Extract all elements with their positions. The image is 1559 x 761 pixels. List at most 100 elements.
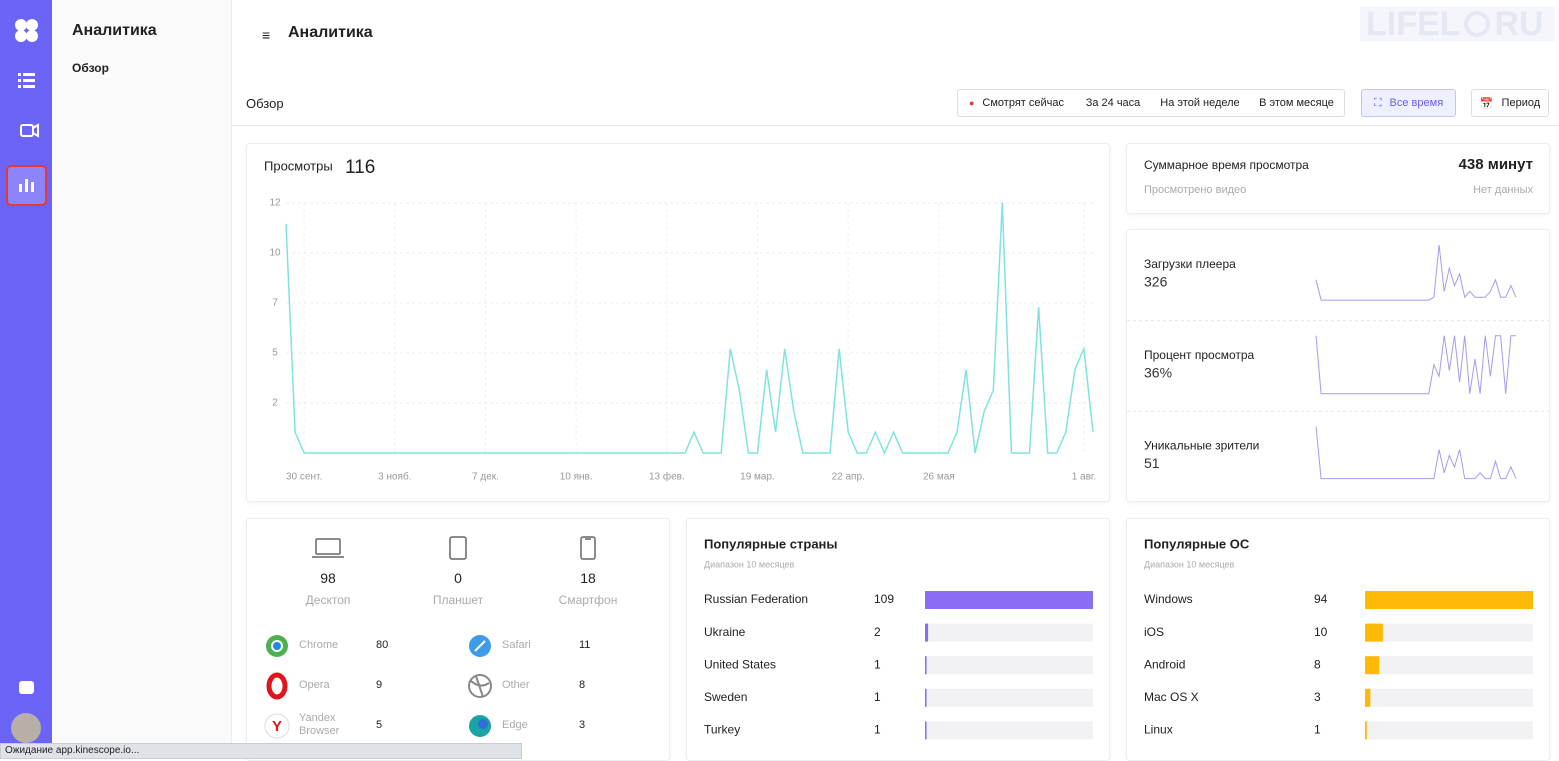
device-label: Десктоп bbox=[305, 593, 351, 607]
summary-value: 438 минут bbox=[1458, 156, 1533, 173]
bar bbox=[925, 721, 927, 740]
bar bbox=[1365, 591, 1533, 609]
sparkline-title: Процент просмотра bbox=[1144, 348, 1255, 362]
countries-chart: Популярные страны Диапазон 10 месяцев Russ… bbox=[704, 536, 1093, 740]
category-label: Sweden bbox=[704, 690, 747, 704]
browser-count: 11 bbox=[579, 639, 591, 651]
y-tick-label: 10 bbox=[269, 248, 281, 259]
toolbar-title: Обзор bbox=[246, 96, 284, 111]
summary-sub-label: Просмотрено видео bbox=[1144, 184, 1247, 196]
card-title: Популярные страны bbox=[704, 536, 838, 551]
filter-button[interactable]: ⛶ Все время bbox=[1361, 89, 1456, 117]
category-label: Mac OS X bbox=[1144, 690, 1199, 704]
x-tick-label: 10 янв. bbox=[560, 472, 593, 483]
browser-count: 5 bbox=[376, 719, 383, 731]
value-label: 94 bbox=[1314, 592, 1328, 606]
value-label: 1 bbox=[1314, 723, 1321, 737]
sparkline bbox=[1315, 426, 1517, 480]
value-label: 1 bbox=[874, 657, 881, 671]
browser-name: Chrome bbox=[299, 639, 339, 651]
value-label: 8 bbox=[1314, 657, 1321, 671]
bar-track bbox=[925, 623, 1093, 642]
devices-card: Y 98 Десктоп 0 Планшет 18 Смартфон Chrome 80 Sa… bbox=[246, 518, 670, 761]
x-tick-label: 26 мая bbox=[923, 472, 955, 483]
os-chart: Популярные ОС Диапазон 10 месяцев Windows 9… bbox=[1144, 536, 1533, 740]
menu-icon[interactable]: ≡ bbox=[262, 27, 271, 43]
sparkline-card: Загрузки плеера 326 Процент просмотра 36% Ун… bbox=[1126, 229, 1550, 502]
sparkline-total: 36% bbox=[1144, 364, 1172, 380]
card-subtitle: Диапазон 10 месяцев bbox=[1144, 559, 1235, 569]
bar bbox=[1365, 688, 1371, 707]
filter-button[interactable]: В этом месяце bbox=[1249, 89, 1345, 117]
sub-sidebar: Аналитика Обзор bbox=[52, 0, 232, 759]
bar-track bbox=[925, 656, 1093, 675]
bar-track bbox=[1365, 688, 1533, 707]
device-count: 98 bbox=[320, 570, 336, 586]
period-label: Период bbox=[1501, 97, 1541, 109]
category-label: Linux bbox=[1144, 723, 1173, 737]
sparkline bbox=[1315, 244, 1517, 301]
browser-name: Other bbox=[502, 679, 530, 691]
filter-button[interactable]: ● Смотрят сейчас bbox=[957, 89, 1076, 117]
device-count: 0 bbox=[454, 570, 462, 586]
status-bar: Ожидание app.kinescope.io... bbox=[0, 743, 522, 759]
divider bbox=[232, 125, 1559, 126]
summary-sub-value: Нет данных bbox=[1473, 184, 1533, 196]
views-line bbox=[285, 202, 1094, 455]
bar-track bbox=[1365, 623, 1533, 642]
filter-label: Все время bbox=[1389, 97, 1444, 109]
value-label: 3 bbox=[1314, 690, 1321, 704]
bar bbox=[925, 623, 929, 642]
os-card: Популярные ОС Диапазон 10 месяцев Windows 9… bbox=[1126, 518, 1550, 761]
device-label: Смартфон bbox=[558, 593, 618, 607]
value-label: 1 bbox=[874, 723, 881, 737]
bar bbox=[1365, 721, 1367, 740]
filter-label: На этой неделе bbox=[1160, 97, 1240, 109]
x-tick-label: 1 авг. bbox=[1072, 472, 1096, 483]
page-title: Аналитика bbox=[288, 24, 373, 41]
period-button[interactable]: 📅 Период bbox=[1471, 89, 1549, 117]
value-label: 2 bbox=[874, 625, 881, 639]
sidebar-item[interactable]: Обзор bbox=[72, 61, 109, 75]
x-tick-label: 7 дек. bbox=[472, 472, 499, 483]
browser-count: 3 bbox=[579, 719, 586, 731]
browser-count: 80 bbox=[376, 639, 389, 651]
category-label: Android bbox=[1144, 657, 1185, 671]
countries-card: Популярные страны Диапазон 10 месяцев Russ… bbox=[686, 518, 1110, 761]
bar bbox=[925, 656, 927, 675]
bar bbox=[925, 688, 927, 707]
filter-label: В этом месяце bbox=[1259, 97, 1334, 109]
browser-name: Edge bbox=[502, 719, 528, 731]
bar bbox=[925, 591, 1093, 609]
chart-title: Просмотры bbox=[264, 158, 333, 173]
views-chart: Просмотры 116 2 5 7 10 12 30 сент. 3 нояб. 7 дек.… bbox=[264, 157, 1096, 483]
filter-button[interactable]: На этой неделе bbox=[1151, 89, 1250, 117]
value-label: 109 bbox=[874, 592, 894, 606]
filter-label: За 24 часа bbox=[1085, 97, 1141, 109]
device-icons: Y bbox=[264, 536, 596, 739]
sidebar-title: Аналитика bbox=[72, 22, 157, 39]
watermark: LIFEL RU bbox=[1360, 4, 1555, 43]
browser-count: 8 bbox=[579, 679, 586, 691]
bar-track bbox=[1365, 656, 1533, 675]
y-tick-label: 12 bbox=[269, 198, 281, 209]
filter-button[interactable]: За 24 часа bbox=[1075, 89, 1152, 117]
y-tick-label: 2 bbox=[272, 398, 278, 409]
bar-track bbox=[1365, 721, 1533, 740]
card-subtitle: Диапазон 10 месяцев bbox=[704, 559, 795, 569]
value-label: 10 bbox=[1314, 625, 1328, 639]
bar bbox=[1365, 623, 1383, 642]
x-tick-label: 13 фев. bbox=[649, 471, 685, 483]
category-label: Windows bbox=[1144, 592, 1193, 606]
browser-count: 9 bbox=[376, 679, 383, 691]
bar bbox=[1365, 656, 1380, 675]
y-tick-label: 5 bbox=[272, 348, 278, 359]
browser-name: Safari bbox=[502, 639, 531, 651]
svg-text:Y: Y bbox=[272, 718, 282, 735]
x-tick-label: 22 апр. bbox=[832, 472, 865, 483]
views-card: Просмотры 116 2 5 7 10 12 30 сент. 3 нояб. 7 дек.… bbox=[246, 143, 1110, 502]
bar-track bbox=[925, 721, 1093, 740]
rail-icons bbox=[6, 19, 47, 743]
watermark-text: LIFEL bbox=[1366, 4, 1461, 43]
sparkline-total: 326 bbox=[1144, 274, 1168, 290]
